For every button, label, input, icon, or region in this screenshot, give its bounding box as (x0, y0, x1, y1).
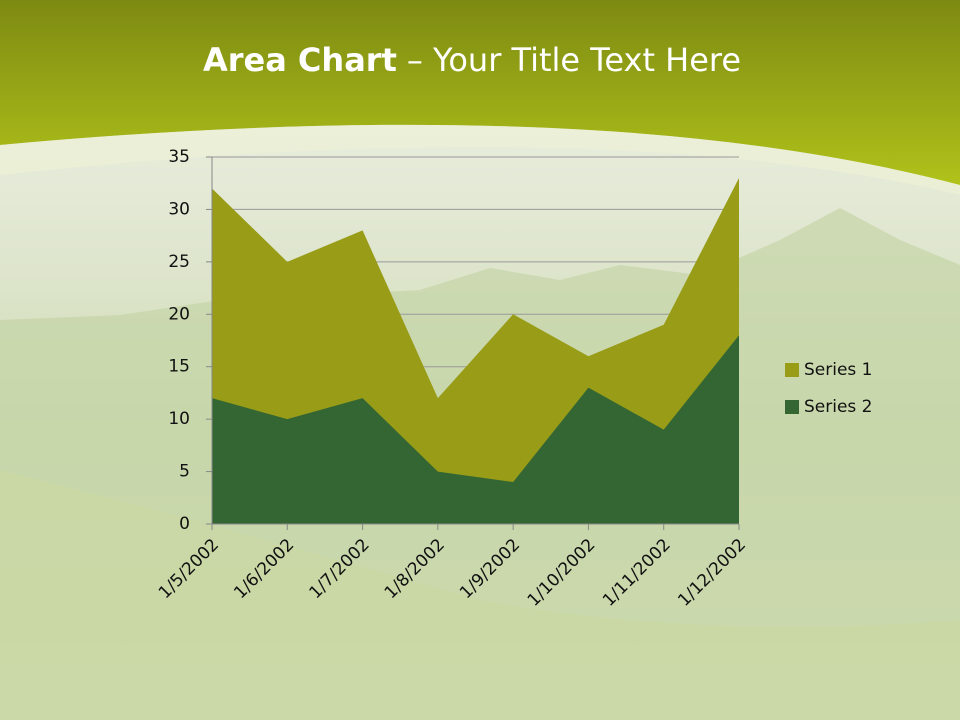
legend-label: Series 2 (804, 397, 873, 417)
title-bold: Area Chart (203, 41, 397, 79)
y-tick-label: 0 (179, 514, 190, 534)
legend-label: Series 1 (804, 360, 873, 380)
title-rest: – Your Title Text Here (407, 41, 741, 79)
legend-swatch (785, 400, 799, 414)
area (212, 335, 739, 524)
y-tick-label: 5 (179, 462, 190, 482)
y-tick-label: 35 (168, 147, 190, 167)
hills (0, 470, 960, 720)
y-tick-label: 15 (168, 357, 190, 377)
header-arc (0, 124, 960, 195)
y-tick-label: 20 (168, 304, 190, 324)
legend-swatch (785, 363, 799, 377)
chart-title: Area Chart – Your Title Text Here (203, 41, 741, 79)
header-band (0, 0, 960, 185)
y-tick-label: 10 (168, 409, 190, 429)
y-tick-label: 30 (168, 199, 190, 219)
y-tick-label: 25 (168, 252, 190, 272)
